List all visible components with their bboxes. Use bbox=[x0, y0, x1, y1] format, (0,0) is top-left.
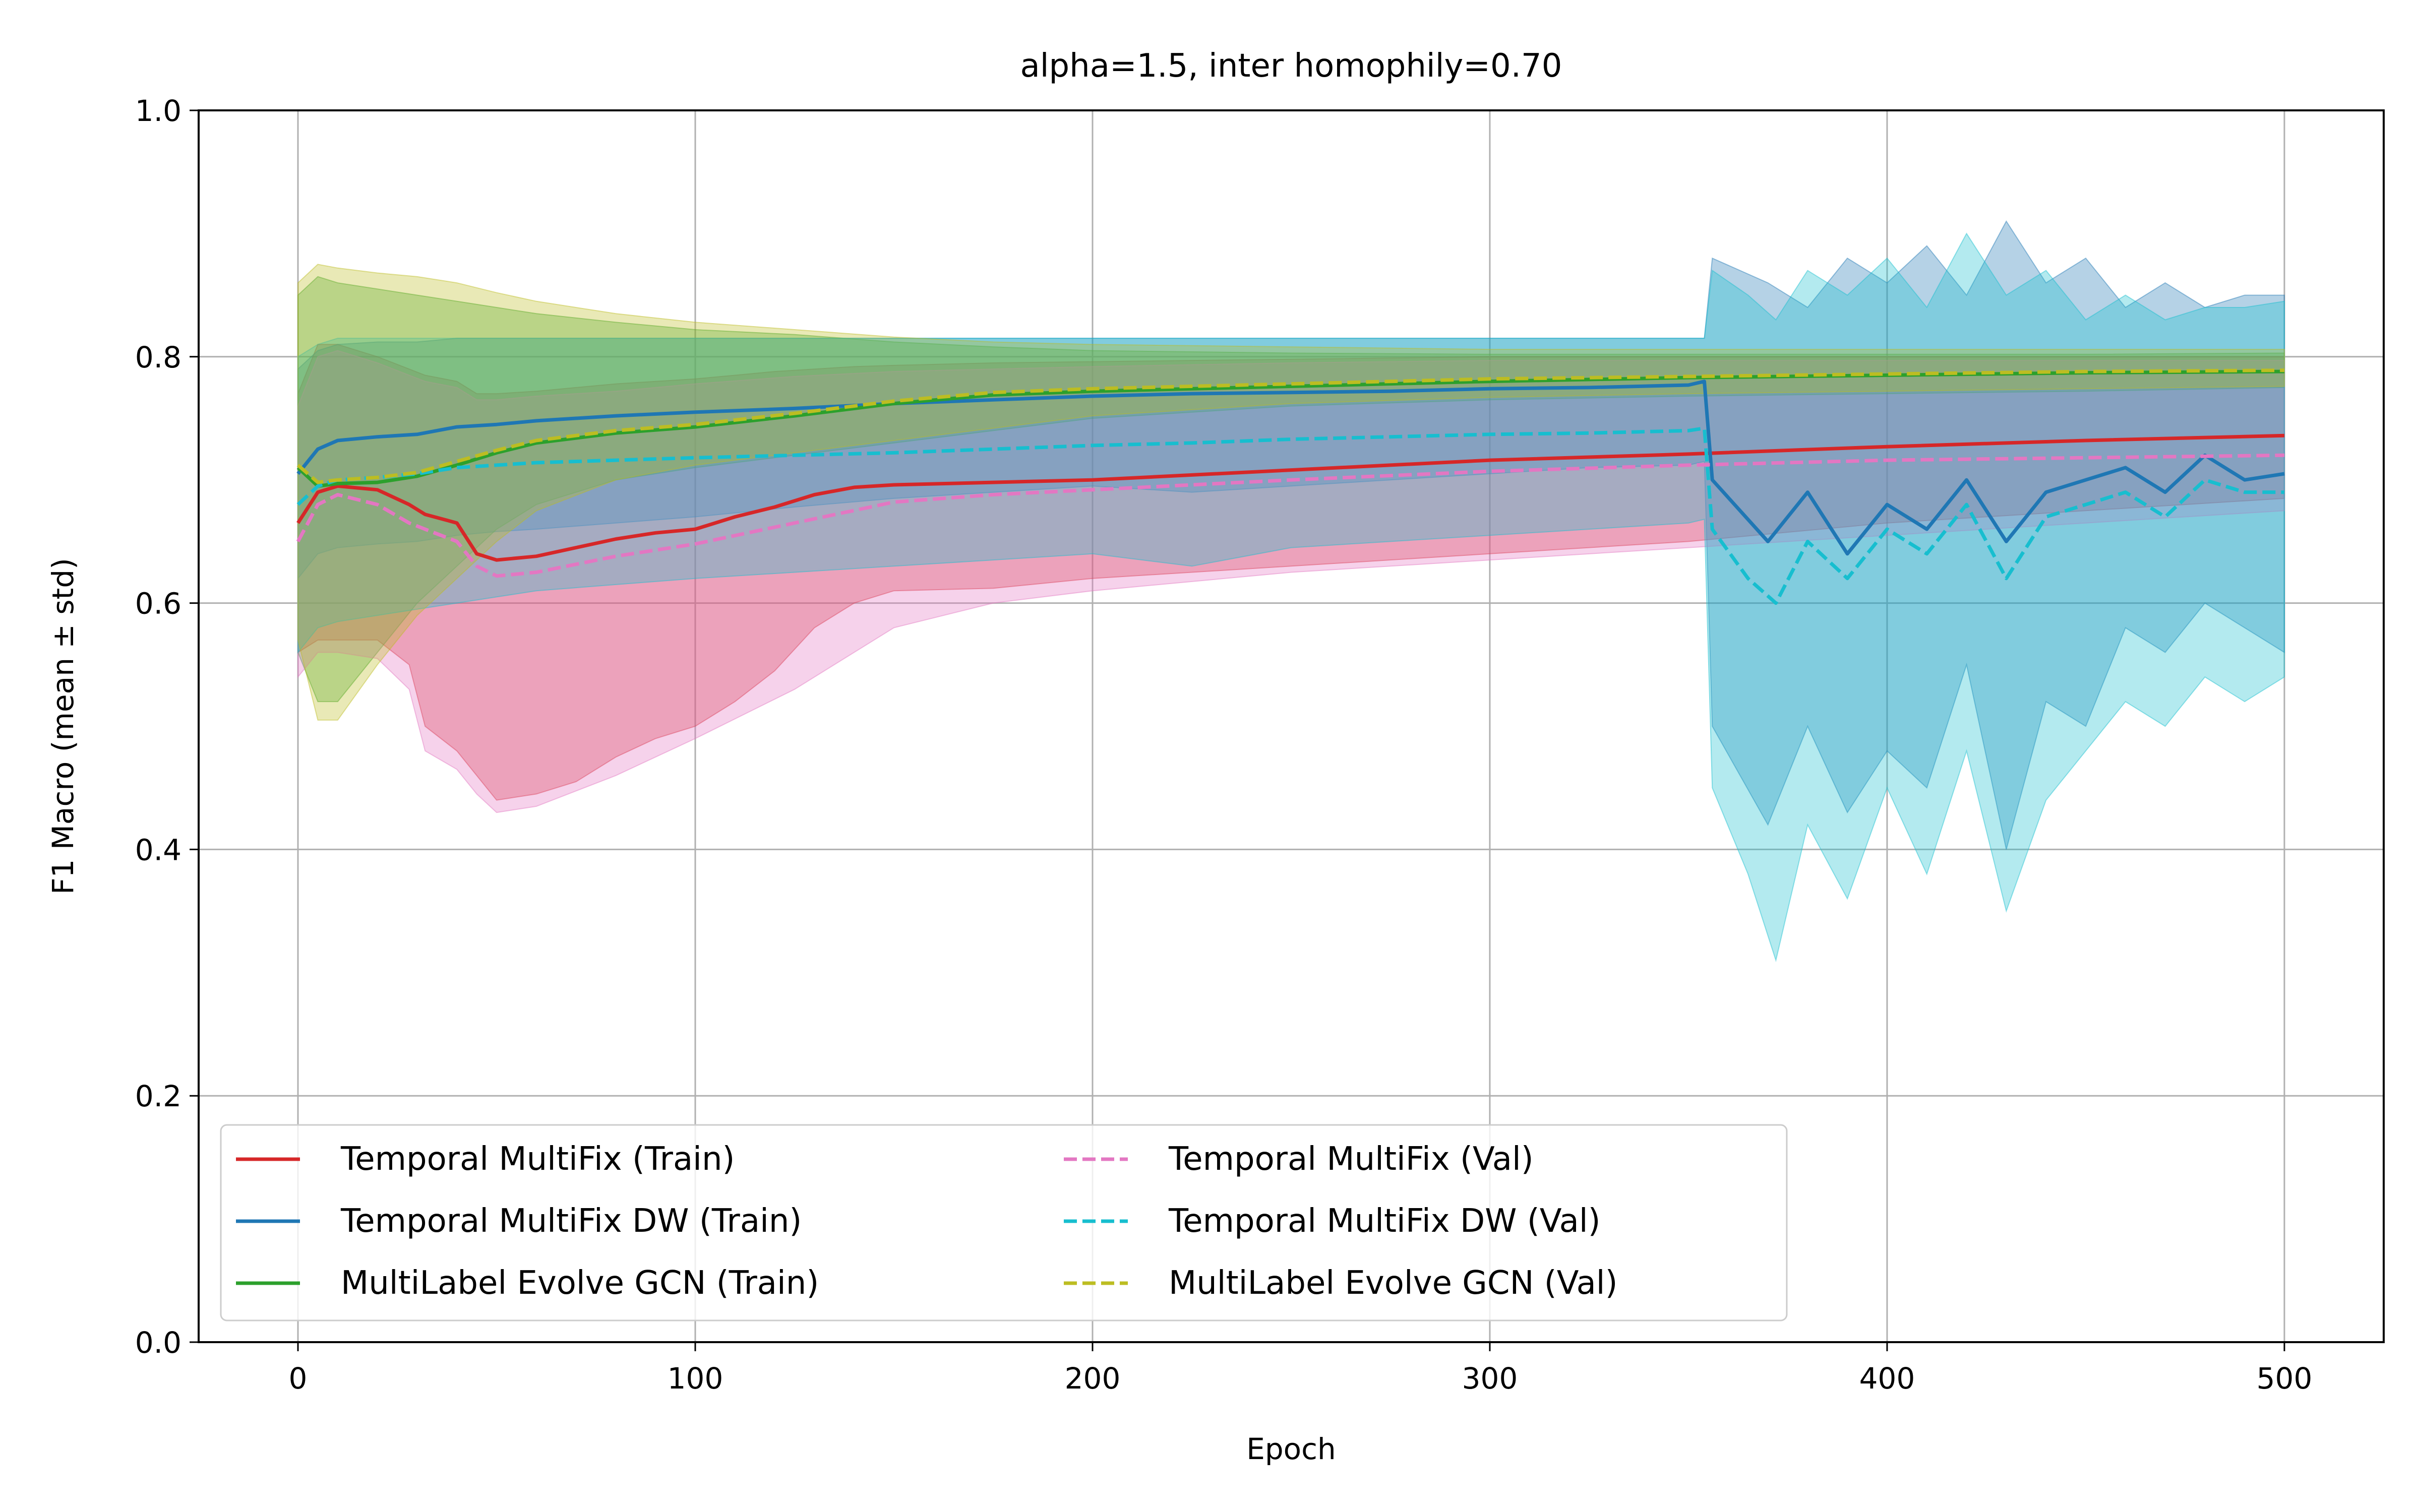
series-line-1 bbox=[296, 433, 2285, 562]
std-band-4 bbox=[297, 350, 2285, 813]
x-axis-label: Epoch bbox=[1246, 1432, 1336, 1466]
legend-label: MultiLabel Evolve GCN (Val) bbox=[1169, 1265, 1618, 1302]
std-bands bbox=[297, 220, 2285, 963]
legend: Temporal MultiFix (Train) Temporal MultiF… bbox=[220, 1124, 1788, 1321]
plot-frame bbox=[198, 109, 2385, 1343]
chart-title: alpha=1.5, inter homophily=0.70 bbox=[1020, 47, 1562, 85]
legend-label: Temporal MultiFix (Val) bbox=[1168, 1141, 1534, 1178]
x-axis-ticks: 0 100 200 300 400 500 bbox=[289, 1342, 2313, 1396]
y-tick-label: 1.0 bbox=[135, 94, 182, 128]
series-line-6 bbox=[296, 368, 2285, 484]
legend-label: Temporal MultiFix DW (Train) bbox=[340, 1203, 802, 1240]
x-tick-label: 300 bbox=[1462, 1361, 1518, 1396]
legend-box bbox=[220, 1124, 1788, 1321]
std-band-2 bbox=[297, 220, 2285, 850]
x-tick-label: 500 bbox=[2257, 1361, 2313, 1396]
x-tick-label: 0 bbox=[289, 1361, 308, 1396]
y-tick-label: 0.6 bbox=[135, 587, 182, 621]
x-tick-label: 200 bbox=[1065, 1361, 1121, 1396]
legend-label: MultiLabel Evolve GCN (Train) bbox=[341, 1265, 819, 1302]
series-line-4 bbox=[296, 453, 2285, 578]
y-axis-label: F1 Macro (mean ± std) bbox=[46, 558, 80, 895]
x-tick-label: 400 bbox=[1859, 1361, 1915, 1396]
series-line-2 bbox=[296, 380, 2285, 556]
x-tick-label: 100 bbox=[668, 1361, 723, 1396]
y-tick-label: 0.2 bbox=[135, 1079, 182, 1113]
std-band-1 bbox=[297, 344, 2285, 801]
legend-label: Temporal MultiFix (Train) bbox=[340, 1141, 735, 1178]
mean-lines bbox=[296, 368, 2285, 605]
y-tick-label: 0.0 bbox=[135, 1326, 182, 1360]
std-band-6 bbox=[297, 264, 2285, 721]
legend-label: Temporal MultiFix DW (Val) bbox=[1168, 1203, 1601, 1240]
series-line-5 bbox=[296, 426, 2284, 605]
y-tick-label: 0.4 bbox=[135, 833, 182, 867]
y-axis-ticks: 0.0 0.2 0.4 0.6 0.8 1.0 bbox=[135, 94, 199, 1360]
std-band-3 bbox=[297, 276, 2285, 703]
y-tick-label: 0.8 bbox=[135, 340, 182, 374]
